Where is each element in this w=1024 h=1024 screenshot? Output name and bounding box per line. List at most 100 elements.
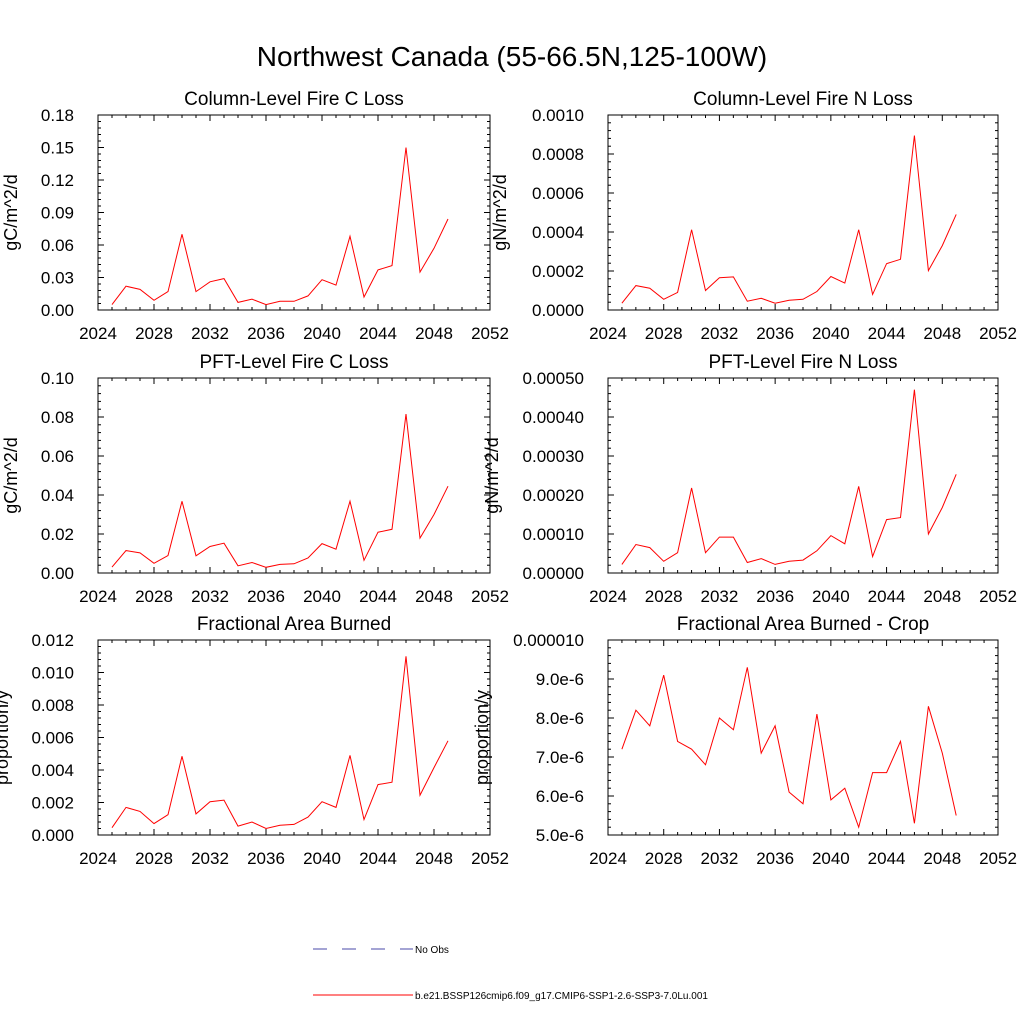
x-tick-label: 2052 bbox=[471, 324, 509, 343]
x-tick-label: 2048 bbox=[415, 324, 453, 343]
x-tick-label: 2024 bbox=[589, 587, 627, 606]
x-tick-label: 2028 bbox=[135, 849, 173, 868]
y-tick-label: 0.00050 bbox=[523, 369, 584, 388]
x-tick-label: 2028 bbox=[645, 587, 683, 606]
x-tick-label: 2040 bbox=[303, 324, 341, 343]
series-line bbox=[111, 414, 449, 568]
x-tick-label: 2032 bbox=[191, 324, 229, 343]
y-tick-label: 0.02 bbox=[41, 525, 74, 544]
x-tick-label: 2040 bbox=[812, 849, 850, 868]
chart-panel-5: 2024 2028 2032 2036 2040 2044 2048 2052 0.000 0.0… bbox=[0, 614, 509, 868]
y-axis-label: gC/m^2/d bbox=[1, 437, 21, 513]
x-tick-label: 2036 bbox=[247, 849, 285, 868]
x-tick-label: 2032 bbox=[701, 324, 739, 343]
y-tick-label: 0.09 bbox=[41, 204, 74, 223]
x-tick-label: 2032 bbox=[191, 587, 229, 606]
y-tick-label: 0.000 bbox=[31, 826, 74, 845]
x-tick-label: 2028 bbox=[135, 324, 173, 343]
y-tick-label: 0.12 bbox=[41, 171, 74, 190]
x-tick-label: 2052 bbox=[471, 587, 509, 606]
chart-panel-2: 2024 2028 2032 2036 2040 2044 2048 2052 0.0000 0.… bbox=[490, 89, 1017, 343]
y-tick-label: 0.00010 bbox=[523, 525, 584, 544]
y-tick-label: 0.06 bbox=[41, 447, 74, 466]
x-tick-label: 2036 bbox=[247, 587, 285, 606]
y-tick-label: 0.04 bbox=[41, 486, 74, 505]
y-tick-label: 0.006 bbox=[31, 729, 74, 748]
x-tick-label: 2028 bbox=[135, 587, 173, 606]
panel-title: PFT-Level Fire C Loss bbox=[200, 352, 389, 373]
y-tick-label: 0.00 bbox=[41, 301, 74, 320]
legend-model-label: b.e21.BSSP126cmip6.f09_g17.CMIP6-SSP1-2.… bbox=[415, 991, 708, 1002]
series-line bbox=[621, 135, 957, 304]
y-tick-label: 8.0e-6 bbox=[536, 709, 584, 728]
y-tick-label: 0.0006 bbox=[532, 184, 584, 203]
x-tick-label: 2036 bbox=[756, 849, 794, 868]
y-axis-label: proportion/y bbox=[0, 690, 12, 785]
y-tick-label: 0.0004 bbox=[532, 223, 584, 242]
y-tick-label: 5.0e-6 bbox=[536, 826, 584, 845]
x-tick-label: 2052 bbox=[979, 849, 1017, 868]
y-tick-label: 0.00040 bbox=[523, 408, 584, 427]
panel-title: Fractional Area Burned - Crop bbox=[677, 614, 929, 635]
x-tick-label: 2048 bbox=[415, 849, 453, 868]
y-tick-label: 9.0e-6 bbox=[536, 670, 584, 689]
x-tick-label: 2032 bbox=[191, 849, 229, 868]
x-tick-label: 2036 bbox=[247, 324, 285, 343]
y-axis-label: gN/m^2/d bbox=[490, 174, 510, 250]
y-axis-label: gC/m^2/d bbox=[1, 174, 21, 250]
panel-title: PFT-Level Fire N Loss bbox=[709, 352, 898, 373]
chart-panel-6: 2024 2028 2032 2036 2040 2044 2048 2052 5.0e-6 6.… bbox=[472, 614, 1017, 868]
x-tick-label: 2052 bbox=[471, 849, 509, 868]
panel-title: Column-Level Fire N Loss bbox=[693, 89, 913, 110]
x-tick-label: 2024 bbox=[79, 849, 117, 868]
x-tick-label: 2044 bbox=[868, 849, 906, 868]
series-line bbox=[621, 389, 957, 565]
panel-title: Column-Level Fire C Loss bbox=[184, 89, 404, 110]
series-line bbox=[111, 656, 449, 830]
x-tick-label: 2028 bbox=[645, 849, 683, 868]
y-tick-label: 0.002 bbox=[31, 794, 74, 813]
y-tick-label: 6.0e-6 bbox=[536, 787, 584, 806]
x-tick-label: 2044 bbox=[868, 587, 906, 606]
x-tick-label: 2032 bbox=[701, 849, 739, 868]
x-tick-label: 2048 bbox=[923, 849, 961, 868]
legend: No Obs b.e21.BSSP126cmip6.f09_g17.CMIP6-… bbox=[313, 945, 708, 1002]
y-tick-label: 0.00000 bbox=[523, 564, 584, 583]
x-tick-label: 2028 bbox=[645, 324, 683, 343]
series-line bbox=[621, 667, 957, 829]
x-tick-label: 2052 bbox=[979, 324, 1017, 343]
x-tick-label: 2044 bbox=[359, 324, 397, 343]
y-tick-label: 0.08 bbox=[41, 408, 74, 427]
panel-title: Fractional Area Burned bbox=[197, 614, 391, 635]
chart-panel-1: 2024 2028 2032 2036 2040 2044 2048 2052 0.00 0.03… bbox=[1, 89, 509, 343]
y-tick-label: 0.0010 bbox=[532, 106, 584, 125]
chart-panel-4: 2024 2028 2032 2036 2040 2044 2048 2052 0.00000 0… bbox=[482, 352, 1017, 606]
y-axis-label: gN/m^2/d bbox=[482, 437, 502, 513]
x-tick-label: 2036 bbox=[756, 324, 794, 343]
x-tick-label: 2048 bbox=[923, 587, 961, 606]
y-axis-label: proportion/y bbox=[472, 690, 492, 785]
panels: 2024 2028 2032 2036 2040 2044 2048 2052 0.00 0.03… bbox=[0, 89, 1017, 868]
y-tick-label: 0.06 bbox=[41, 236, 74, 255]
y-tick-label: 0.010 bbox=[31, 664, 74, 683]
x-tick-label: 2024 bbox=[79, 324, 117, 343]
y-tick-label: 0.18 bbox=[41, 106, 74, 125]
x-tick-label: 2040 bbox=[303, 849, 341, 868]
x-tick-label: 2040 bbox=[812, 587, 850, 606]
x-tick-label: 2048 bbox=[923, 324, 961, 343]
y-tick-label: 0.15 bbox=[41, 139, 74, 158]
x-tick-label: 2052 bbox=[979, 587, 1017, 606]
y-tick-label: 0.0002 bbox=[532, 262, 584, 281]
chart-panel-3: 2024 2028 2032 2036 2040 2044 2048 2052 0.00 0.02… bbox=[1, 352, 509, 606]
x-tick-label: 2024 bbox=[79, 587, 117, 606]
x-tick-label: 2024 bbox=[589, 849, 627, 868]
x-tick-label: 2040 bbox=[303, 587, 341, 606]
x-tick-label: 2040 bbox=[812, 324, 850, 343]
y-tick-label: 0.00030 bbox=[523, 447, 584, 466]
series-line bbox=[111, 147, 449, 306]
x-tick-label: 2048 bbox=[415, 587, 453, 606]
x-tick-label: 2024 bbox=[589, 324, 627, 343]
y-tick-label: 0.004 bbox=[31, 761, 74, 780]
y-tick-label: 0.0000 bbox=[532, 301, 584, 320]
